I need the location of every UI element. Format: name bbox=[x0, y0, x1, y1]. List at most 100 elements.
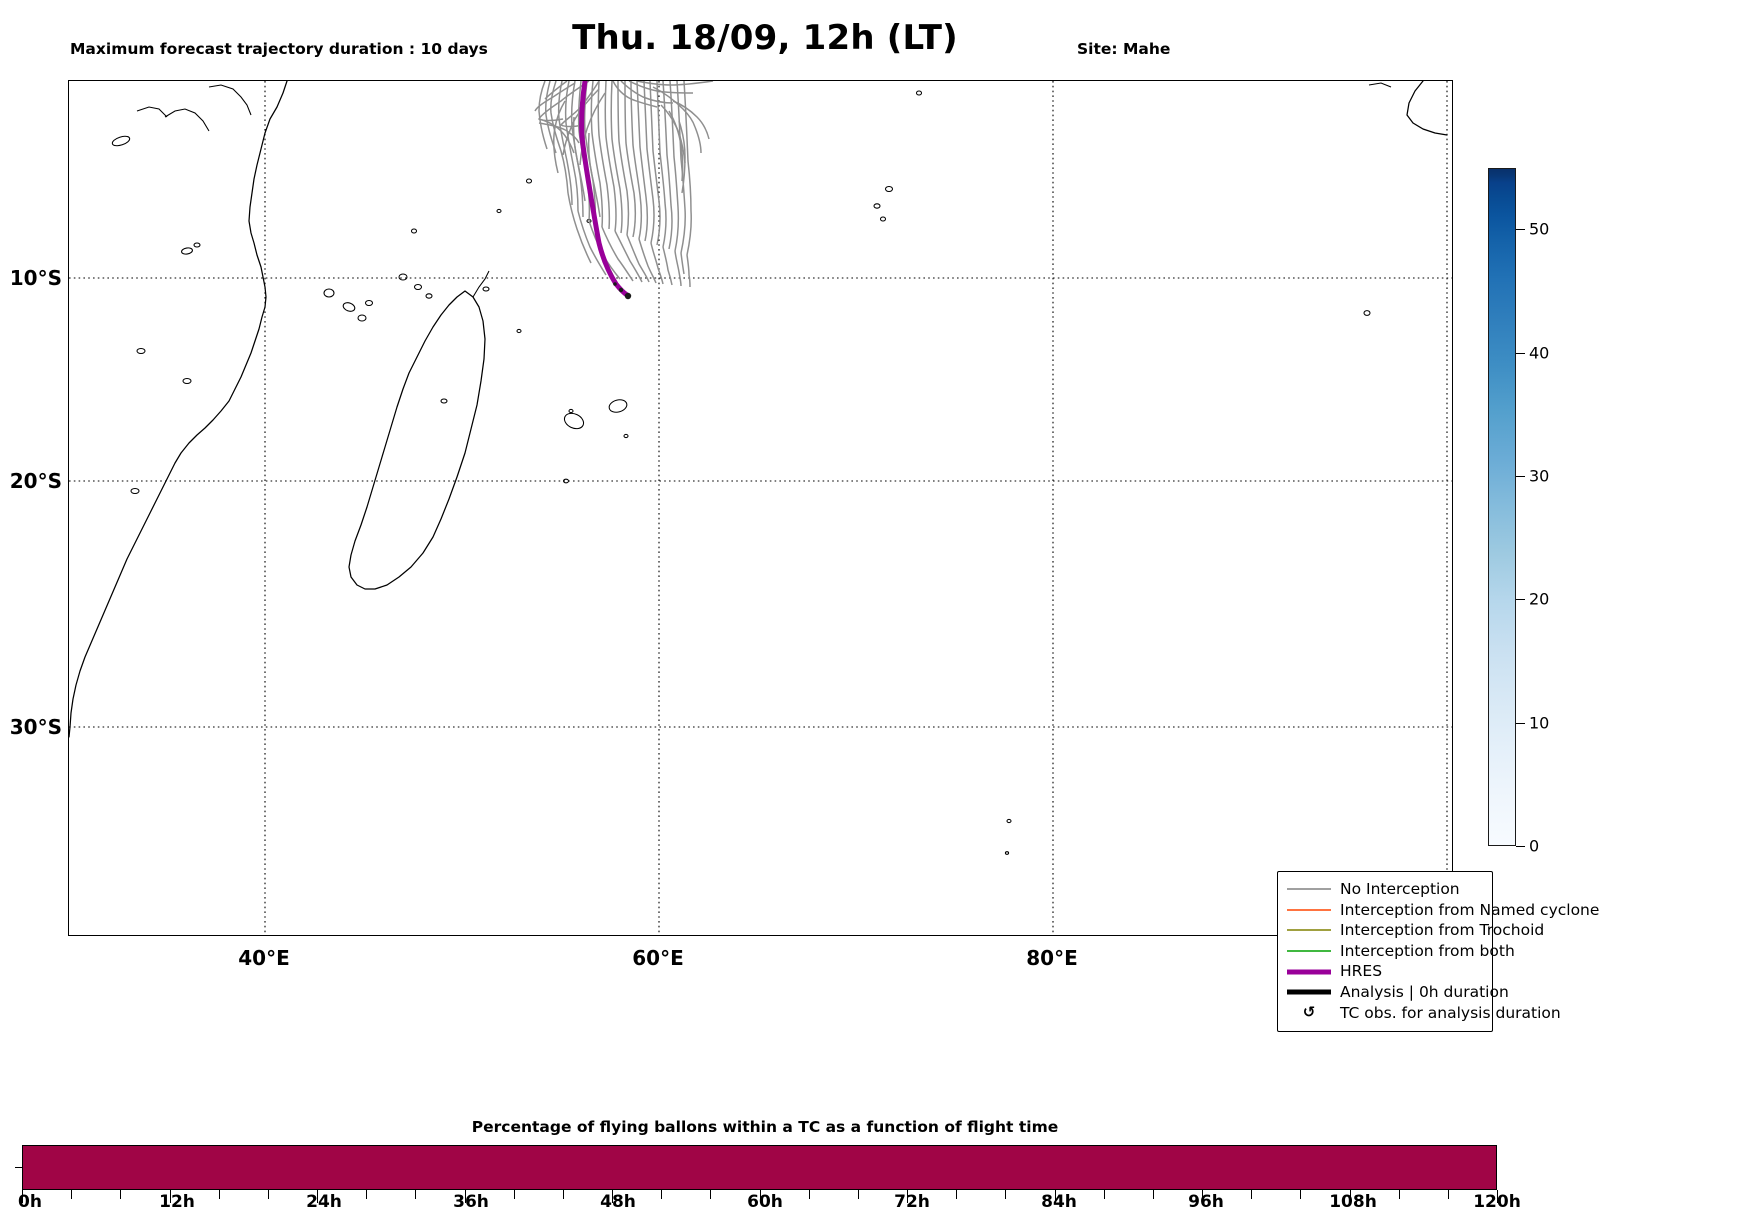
lon-label-80e: 80°E bbox=[1026, 946, 1078, 970]
lat-label-30s: 30°S bbox=[9, 715, 62, 739]
pct-label-36h: 36h bbox=[453, 1192, 489, 1212]
pct-tick-minor bbox=[267, 1190, 269, 1199]
pct-label-0h: 0h bbox=[18, 1192, 42, 1212]
pct-tick-minor bbox=[1103, 1190, 1105, 1199]
legend-line-icon bbox=[1287, 906, 1331, 914]
header-left-line-1: Maximum forecast trajectory duration : 1… bbox=[70, 40, 488, 59]
lon-label-40e: 40°E bbox=[238, 946, 290, 970]
legend-label: Interception from Trochoid bbox=[1340, 921, 1545, 940]
percentage-panel-title: Percentage of flying ballons within a TC… bbox=[471, 1118, 1059, 1136]
pct-tick bbox=[1349, 1190, 1351, 1203]
pct-tick-minor bbox=[218, 1190, 220, 1199]
pct-tick bbox=[1202, 1190, 1203, 1203]
colorbar-tick bbox=[1516, 229, 1525, 230]
colorbar-tick-label-10: 10 bbox=[1529, 713, 1550, 733]
legend-item-hres[interactable]: HRES bbox=[1287, 961, 1483, 982]
legend-item-no-interception[interactable]: No Interception bbox=[1287, 879, 1483, 900]
pct-tick bbox=[169, 1190, 171, 1203]
legend-item-both[interactable]: Interception from both bbox=[1287, 941, 1515, 962]
legend-label: TC obs. for analysis duration bbox=[1340, 1003, 1561, 1022]
colorbar-tick-label-0: 0 bbox=[1529, 836, 1540, 856]
pct-tick bbox=[612, 1190, 613, 1203]
map-gridlines bbox=[69, 81, 1452, 935]
pct-tick-minor bbox=[956, 1190, 958, 1199]
pct-tick bbox=[907, 1190, 908, 1203]
colorbar-title: Named cyclones forecast - Number of EPS … bbox=[1566, 168, 1752, 846]
page-title: Thu. 18/09, 12h (LT) bbox=[572, 18, 958, 58]
pct-tick bbox=[464, 1190, 466, 1203]
colorbar-tick bbox=[1516, 476, 1525, 477]
pct-tick-minor bbox=[366, 1190, 368, 1199]
pct-tick bbox=[22, 1190, 23, 1203]
colorbar-tick bbox=[1516, 846, 1525, 847]
pct-tick-minor bbox=[120, 1190, 122, 1199]
legend-line-icon bbox=[1287, 926, 1331, 934]
map-svg bbox=[69, 81, 1452, 935]
legend-label: Interception from Named cyclone bbox=[1340, 900, 1600, 919]
legend-line-icon bbox=[1287, 947, 1331, 955]
colorbar-gradient bbox=[1488, 168, 1516, 846]
legend-item-analysis[interactable]: Analysis | 0h duration bbox=[1287, 982, 1509, 1003]
pct-tick bbox=[759, 1190, 761, 1203]
pct-tick-minor bbox=[1251, 1190, 1253, 1199]
legend-label: Analysis | 0h duration bbox=[1340, 982, 1509, 1001]
lat-label-20s: 20°S bbox=[9, 469, 62, 493]
colorbar-tick bbox=[1516, 599, 1525, 600]
pct-tick-minor bbox=[1005, 1190, 1007, 1199]
pct-label-84h: 84h bbox=[1041, 1192, 1077, 1212]
colorbar-tick-label-40: 40 bbox=[1529, 343, 1550, 363]
legend-line-icon bbox=[1287, 885, 1331, 893]
pct-tick-minor bbox=[710, 1190, 712, 1199]
pct-label-96h: 96h bbox=[1188, 1192, 1224, 1212]
eps-trajectory-bundle bbox=[534, 81, 714, 288]
pct-tick-minor bbox=[562, 1190, 564, 1199]
pct-tick-minor bbox=[857, 1190, 859, 1199]
coastlines bbox=[69, 81, 1448, 855]
legend-item-trochoid[interactable]: Interception from Trochoid bbox=[1287, 920, 1544, 941]
lon-label-60e: 60°E bbox=[632, 946, 684, 970]
pct-tick-minor bbox=[808, 1190, 810, 1199]
analysis-marker bbox=[613, 282, 632, 300]
hres-trajectory bbox=[579, 81, 630, 298]
legend-line-icon bbox=[1287, 988, 1331, 996]
pct-tick-minor bbox=[1152, 1190, 1154, 1199]
header-site: Site: Mahe bbox=[1077, 40, 1171, 59]
colorbar-tick-label-20: 20 bbox=[1529, 589, 1550, 609]
pct-label-24h: 24h bbox=[306, 1192, 342, 1212]
pct-tick bbox=[1054, 1190, 1056, 1203]
map-panel[interactable] bbox=[68, 80, 1453, 936]
pct-tick bbox=[317, 1190, 318, 1203]
pct-tick-minor bbox=[513, 1190, 515, 1199]
pct-label-48h: 48h bbox=[600, 1192, 636, 1212]
pct-tick-minor bbox=[71, 1190, 73, 1199]
map-legend[interactable]: No Interception Interception from Named … bbox=[1277, 871, 1599, 1033]
colorbar-tick bbox=[1516, 723, 1525, 724]
pct-label-12h: 12h bbox=[159, 1192, 195, 1212]
pct-tick-minor bbox=[661, 1190, 663, 1199]
pct-label-60h: 60h bbox=[747, 1192, 783, 1212]
cyclone-marker-icon: ↺ bbox=[1287, 1005, 1331, 1020]
pct-tick-minor bbox=[1398, 1190, 1400, 1199]
lat-label-10s: 10°S bbox=[9, 266, 62, 290]
percentage-panel-axis[interactable] bbox=[15, 1145, 1498, 1203]
colorbar-tick-label-50: 50 bbox=[1529, 219, 1550, 239]
legend-item-named-cyclone[interactable]: Interception from Named cyclone bbox=[1287, 900, 1599, 921]
pct-y-tick bbox=[15, 1167, 22, 1168]
pct-label-120h: 120h bbox=[1473, 1192, 1521, 1212]
legend-label: Interception from both bbox=[1340, 941, 1515, 960]
cyclone-glyph: ↺ bbox=[1302, 1003, 1316, 1022]
legend-label: HRES bbox=[1340, 962, 1383, 981]
pct-label-72h: 72h bbox=[894, 1192, 930, 1212]
colorbar-group[interactable]: 0 10 20 30 40 50 bbox=[1488, 168, 1549, 856]
legend-item-tc-obs[interactable]: ↺ TC obs. for analysis duration bbox=[1287, 1003, 1561, 1024]
colorbar-tick bbox=[1516, 353, 1525, 354]
legend-label: No Interception bbox=[1340, 880, 1460, 898]
legend-line-icon bbox=[1287, 968, 1331, 976]
percentage-bar bbox=[22, 1145, 1497, 1190]
pct-tick-minor bbox=[1300, 1190, 1302, 1199]
pct-tick-minor bbox=[1447, 1190, 1449, 1199]
colorbar-tick-label-30: 30 bbox=[1529, 466, 1550, 486]
pct-tick bbox=[1497, 1190, 1498, 1203]
pct-label-108h: 108h bbox=[1329, 1192, 1377, 1212]
pct-tick-minor bbox=[415, 1190, 417, 1199]
